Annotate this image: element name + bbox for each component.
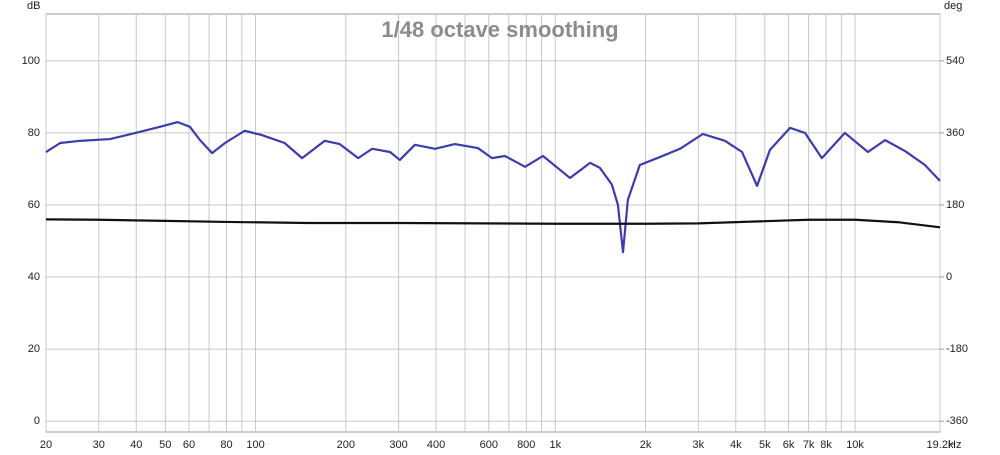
chart-title: 1/48 octave smoothing [381, 17, 618, 42]
y2-tick-label: -360 [946, 415, 968, 427]
x-tick-label: 600 [480, 439, 498, 451]
y2-axis-label: deg [944, 0, 962, 12]
y-tick-label: 60 [28, 199, 40, 211]
x-tick-label: 7k [803, 439, 815, 451]
x-axis-label: Hz [948, 439, 961, 451]
data-line [45, 218, 941, 229]
x-tick-label: 10k [846, 439, 864, 451]
x-tick-label: 30 [93, 439, 105, 451]
y-tick-label: 100 [22, 55, 40, 67]
y2-tick-label: 540 [946, 55, 964, 67]
x-tick-label: 2k [640, 439, 652, 451]
x-tick-label: 4k [730, 439, 742, 451]
x-tick-label: 19.2k [927, 439, 954, 451]
data-line [45, 121, 941, 254]
y2-tick-label: 360 [946, 127, 964, 139]
y2-tick-label: 180 [946, 199, 964, 211]
y-tick-label: 80 [28, 127, 40, 139]
x-tick-label: 400 [427, 439, 445, 451]
y-tick-label: 20 [28, 343, 40, 355]
y-tick-label: 40 [28, 271, 40, 283]
x-tick-label: 800 [517, 439, 535, 451]
y-tick-label: 0 [34, 415, 40, 427]
x-tick-label: 50 [159, 439, 171, 451]
x-tick-label: 40 [130, 439, 142, 451]
x-tick-label: 60 [183, 439, 195, 451]
x-tick-label: 200 [337, 439, 355, 451]
y2-tick-label: -180 [946, 343, 968, 355]
x-tick-label: 5k [759, 439, 771, 451]
x-tick-label: 20 [40, 439, 52, 451]
x-tick-label: 100 [246, 439, 264, 451]
x-tick-label: 1k [549, 439, 561, 451]
y-axis-label: dB [27, 0, 40, 12]
x-tick-label: 3k [693, 439, 705, 451]
y2-tick-label: 0 [946, 271, 952, 283]
x-tick-label: 6k [783, 439, 795, 451]
x-tick-label: 80 [220, 439, 232, 451]
x-tick-label: 300 [389, 439, 407, 451]
x-tick-label: 8k [820, 439, 832, 451]
